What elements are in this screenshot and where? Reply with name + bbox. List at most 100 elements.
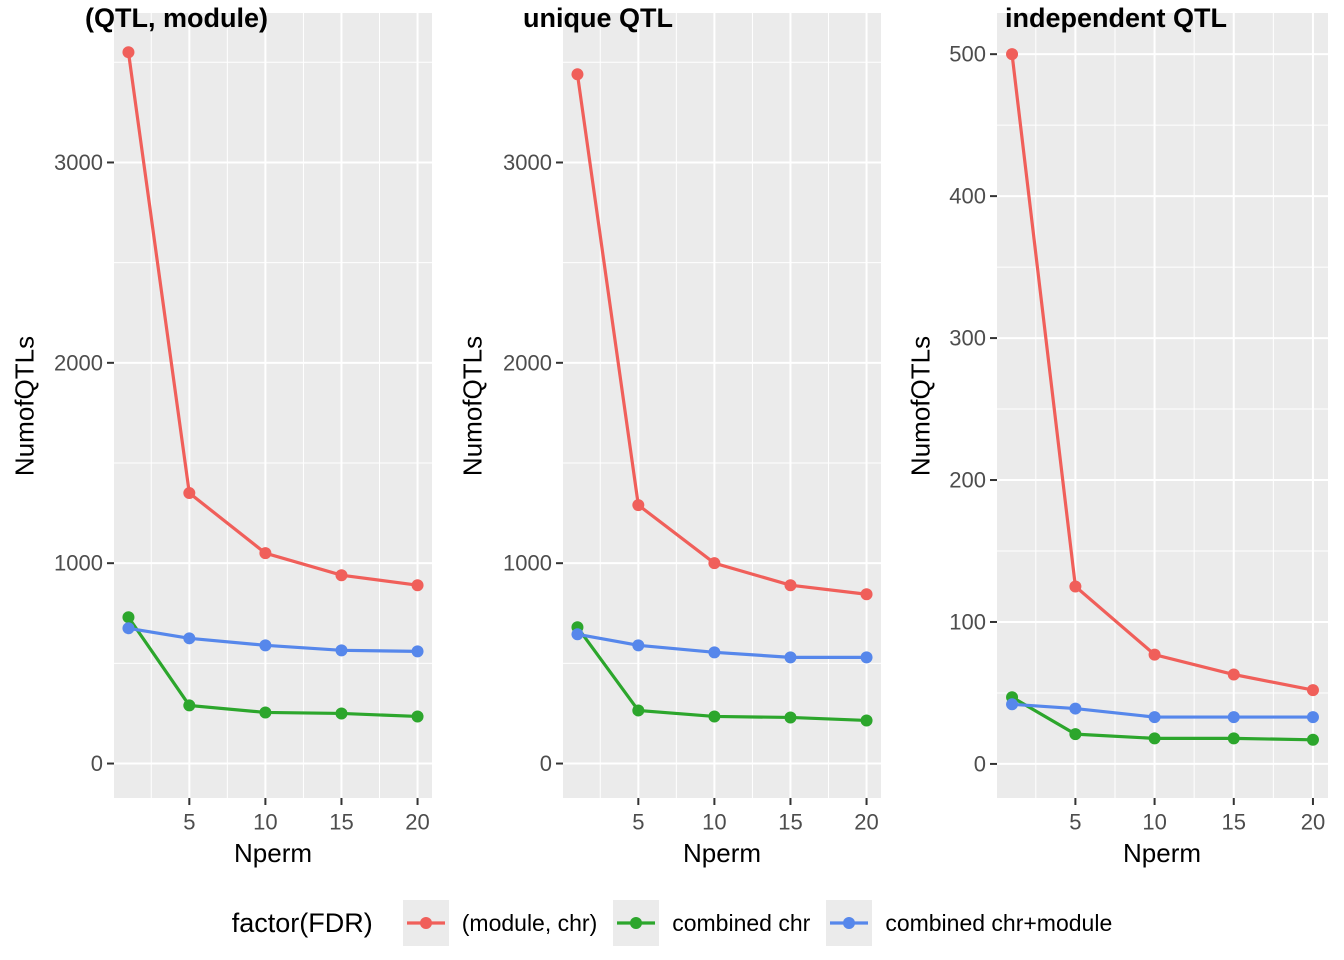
y-tick-label: 100: [949, 609, 986, 634]
y-tick-label: 0: [540, 751, 552, 776]
data-point-red: [122, 46, 135, 59]
y-axis-title: NumofQTLs: [457, 335, 488, 477]
data-point-red: [860, 588, 873, 601]
panel-background: [563, 13, 881, 798]
data-point-red: [1227, 668, 1240, 681]
subplot-qtl-module: 0 1000 2000 3000 5 10 15 20 (QTL, module) Numof…: [0, 0, 448, 875]
data-point-red: [784, 579, 797, 592]
data-point-blue: [259, 639, 272, 652]
x-tick-label: 10: [1142, 810, 1166, 835]
data-point-blue: [632, 639, 645, 652]
panel-background: [997, 13, 1328, 798]
y-axis-title: NumofQTLs: [905, 335, 936, 477]
data-point-green: [708, 710, 721, 723]
plot-area-qtl-module: 0 1000 2000 3000 5 10 15 20: [54, 13, 432, 835]
x-tick-label: 5: [183, 810, 195, 835]
data-point-green: [1306, 733, 1319, 746]
x-tick-label: 10: [702, 810, 726, 835]
data-point-green: [335, 707, 348, 720]
legend-item-combined-chr: combined chr: [613, 900, 810, 946]
x-axis-title: Nperm: [682, 838, 762, 868]
data-point-blue: [122, 622, 135, 635]
legend: factor(FDR) (module, chr) combined chr c…: [0, 893, 1344, 953]
data-point-blue: [708, 646, 721, 659]
y-tick-label: 200: [949, 468, 986, 493]
legend-key-blue: [826, 900, 873, 946]
subplot-independent-qtl: 0 100 200 300 400 500 5 10 15 20 independent QTL …: [896, 0, 1344, 875]
data-point-green: [1148, 732, 1161, 745]
y-axis-title: NumofQTLs: [9, 335, 40, 477]
data-point-red: [335, 569, 348, 582]
x-tick-label: 10: [253, 810, 277, 835]
data-point-red: [708, 557, 721, 570]
y-tick-label: 3000: [503, 150, 552, 175]
legend-key-green: [613, 900, 660, 946]
data-point-red: [1306, 684, 1319, 697]
data-point-blue: [1227, 711, 1240, 724]
data-point-red: [1069, 580, 1082, 593]
data-point-blue: [1148, 711, 1161, 724]
x-tick-label: 15: [778, 810, 802, 835]
data-point-blue: [183, 632, 196, 645]
x-tick-label: 5: [1069, 810, 1081, 835]
legend-title: factor(FDR): [231, 907, 373, 938]
y-tick-label: 0: [974, 751, 986, 776]
y-tick-label: 2000: [54, 350, 103, 375]
x-tick-label: 20: [854, 810, 878, 835]
data-point-green: [784, 711, 797, 724]
panel-title: (QTL, module): [85, 3, 268, 33]
legend-key-point: [419, 917, 432, 929]
y-tick-label: 1000: [503, 551, 552, 576]
data-point-red: [183, 487, 196, 500]
x-tick-label: 20: [405, 810, 429, 835]
x-axis-title: Nperm: [233, 838, 313, 868]
data-point-green: [860, 714, 873, 727]
x-tick-label: 15: [329, 810, 353, 835]
data-point-blue: [335, 644, 348, 657]
plot-area-unique-qtl: 0 1000 2000 3000 5 10 15 20: [503, 13, 881, 835]
data-point-blue: [1006, 698, 1019, 711]
legend-key-point: [630, 917, 643, 929]
data-point-red: [571, 68, 584, 81]
y-tick-label: 500: [949, 42, 986, 67]
data-point-red: [259, 547, 272, 560]
data-point-red: [1148, 648, 1161, 661]
data-point-red: [1006, 48, 1019, 61]
x-axis-title: Nperm: [1122, 838, 1202, 868]
y-tick-label: 1000: [54, 551, 103, 576]
data-point-green: [259, 706, 272, 719]
data-point-blue: [411, 645, 424, 658]
legend-item-module-chr: (module, chr): [402, 900, 598, 946]
x-tick-label: 5: [632, 810, 644, 835]
data-point-green: [632, 704, 645, 717]
data-point-blue: [571, 628, 584, 641]
data-point-red: [632, 499, 645, 512]
legend-label: combined chr: [672, 909, 811, 936]
data-point-green: [122, 611, 135, 624]
y-tick-label: 2000: [503, 350, 552, 375]
data-point-blue: [784, 651, 797, 664]
data-point-green: [411, 710, 424, 723]
data-point-blue: [860, 651, 873, 664]
data-point-red: [411, 579, 424, 592]
panel-title: independent QTL: [1005, 3, 1227, 33]
data-point-blue: [1069, 702, 1082, 715]
y-tick-label: 400: [949, 184, 986, 209]
x-tick-label: 20: [1301, 810, 1325, 835]
legend-label: combined chr+module: [885, 909, 1113, 936]
data-point-green: [1069, 728, 1082, 741]
plot-area-independent-qtl: 0 100 200 300 400 500 5 10 15 20: [949, 13, 1328, 835]
legend-label: (module, chr): [461, 909, 598, 936]
legend-key-point: [843, 917, 856, 929]
panel-title: unique QTL: [523, 3, 673, 33]
x-tick-label: 15: [1222, 810, 1246, 835]
legend-item-combined-chr-module: combined chr+module: [826, 900, 1112, 946]
panel-background: [114, 13, 432, 798]
subplot-unique-qtl: 0 1000 2000 3000 5 10 15 20 unique QTL NumofQTL…: [448, 0, 896, 875]
y-tick-label: 0: [91, 751, 103, 776]
legend-key-red: [402, 900, 449, 946]
data-point-green: [1227, 732, 1240, 745]
data-point-blue: [1306, 711, 1319, 724]
y-tick-label: 300: [949, 326, 986, 351]
